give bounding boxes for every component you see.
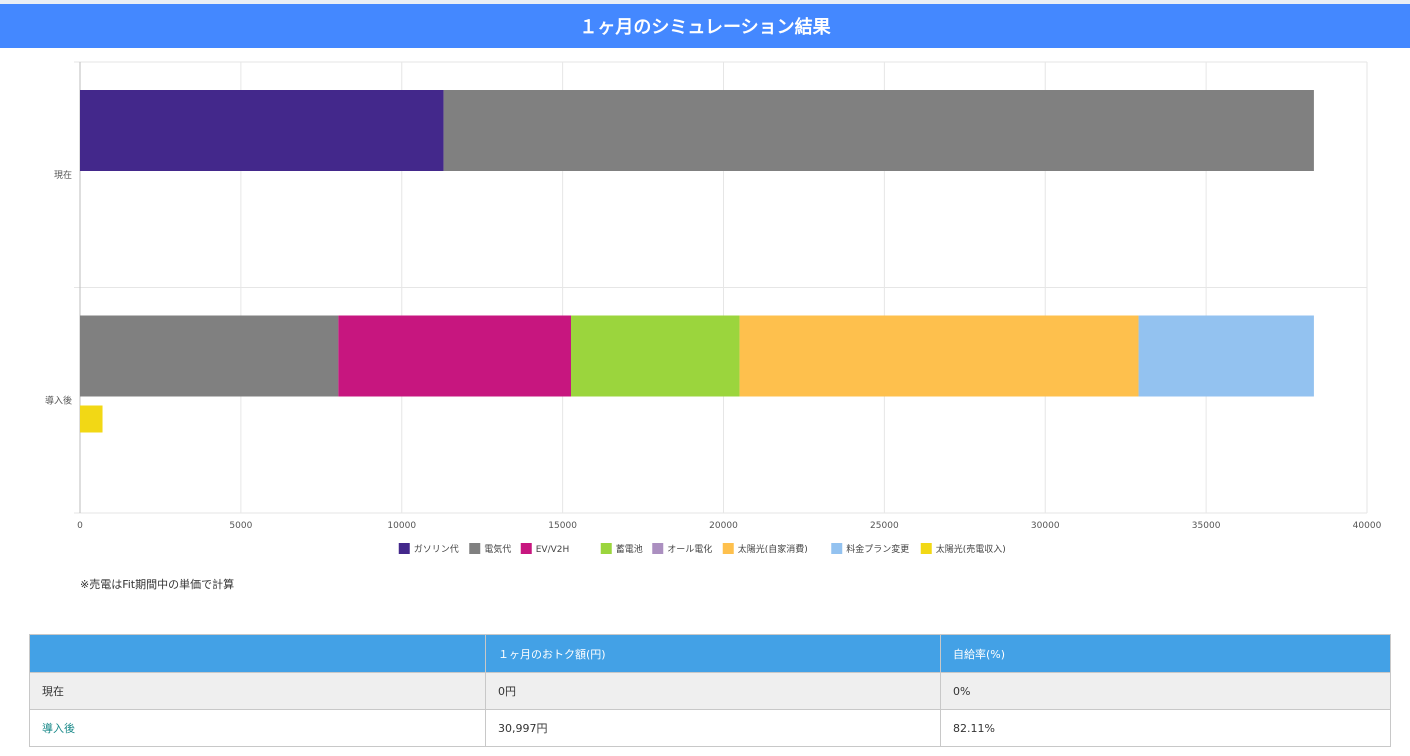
table-cell-label: 導入後 [29, 709, 486, 747]
x-tick-label: 20000 [709, 521, 738, 531]
top-border [0, 0, 1410, 4]
legend-label: 太陽光(売電収入) [936, 543, 1006, 555]
legend-swatch [520, 543, 532, 554]
table-row: 導入後 30,997円 82.11% [29, 709, 1391, 747]
legend-swatch [920, 543, 932, 554]
legend-swatch [398, 543, 410, 554]
table-row: 現在 0円 0% [29, 672, 1391, 710]
legend-label: 太陽光(自家消費) [738, 543, 808, 555]
x-tick-label: 5000 [229, 521, 252, 531]
bar-segment [1138, 315, 1314, 397]
summary-table: １ヶ月のおトク額(円) 自給率(%) 現在 0円 0% 導入後 30,997円 … [29, 634, 1391, 747]
bar-segment [80, 90, 444, 171]
x-tick-label: 15000 [548, 521, 577, 531]
bar-segment [80, 405, 103, 433]
x-tick-label: 40000 [1353, 521, 1382, 531]
legend-label: 蓄電池 [616, 543, 643, 555]
bar-segment [80, 315, 339, 397]
x-tick-label: 10000 [387, 521, 416, 531]
legend-swatch [831, 543, 843, 554]
table-cell-self-sufficiency: 82.11% [940, 709, 1391, 747]
x-tick-label: 0 [77, 521, 83, 531]
table-header-self-sufficiency: 自給率(%) [940, 634, 1391, 673]
legend-swatch [652, 543, 664, 554]
table-cell-label: 現在 [29, 672, 486, 710]
legend-label: オール電化 [667, 543, 712, 555]
page-title: １ヶ月のシミュレーション結果 [579, 17, 831, 38]
x-tick-label: 25000 [870, 521, 899, 531]
x-tick-label: 30000 [1031, 521, 1060, 531]
sell-note: ※売電はFit期間中の単価で計算 [80, 578, 235, 591]
table-cell-savings: 30,997円 [485, 709, 941, 747]
stacked-bar-chart: 0 5000 10000 15000 20000 25000 30000 35000 40000… [45, 61, 1382, 555]
x-tick-label: 35000 [1192, 521, 1221, 531]
table-header-savings: １ヶ月のおトク額(円) [485, 634, 941, 673]
legend-label: EV/V2H [536, 545, 570, 555]
legend-swatch [600, 543, 612, 554]
bar-segment [739, 315, 1139, 397]
table-cell-self-sufficiency: 0% [940, 672, 1391, 710]
legend-swatch [469, 543, 481, 554]
bar-segment [338, 315, 571, 397]
page-header: １ヶ月のシミュレーション結果 [0, 4, 1410, 48]
table-header-empty [29, 634, 486, 673]
table-cell-savings: 0円 [485, 672, 941, 710]
bar-segment [443, 90, 1314, 171]
legend-swatch [722, 543, 734, 554]
y-category-label: 導入後 [45, 394, 72, 406]
bar-segment [570, 315, 740, 397]
legend-label: 電気代 [484, 543, 511, 555]
y-category-label: 現在 [54, 169, 72, 181]
legend-label: 料金プラン変更 [846, 543, 909, 555]
legend-label: ガソリン代 [414, 544, 459, 555]
table-header-row: １ヶ月のおトク額(円) 自給率(%) [29, 634, 1391, 673]
